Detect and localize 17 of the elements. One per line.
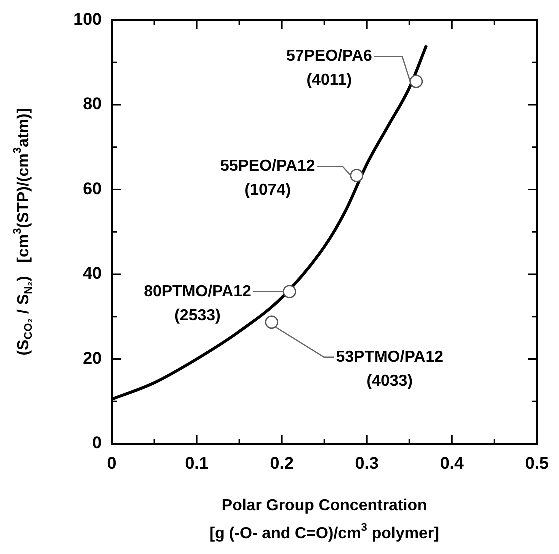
annotation: 57PEO/PA6 (4011) <box>286 48 373 90</box>
annotation: 53PTMO/PA12 (4033) <box>336 348 444 390</box>
x-tick-label: 0.3 <box>355 454 379 473</box>
x-tick-label: 0 <box>107 454 117 473</box>
annotation: 80PTMO/PA12 (2533) <box>144 283 252 324</box>
x-tick-label: 0.4 <box>440 454 465 473</box>
y-tick-label: 100 <box>74 10 102 29</box>
y-tick-label: 0 <box>92 434 102 453</box>
y-tick-label: 60 <box>83 179 102 198</box>
x-tick-label: 0.1 <box>185 454 209 473</box>
text: (SCO₂ / SN₂) [cm3(STP)/(cm3atm)] <box>12 108 36 356</box>
y-tick-label: 40 <box>83 264 102 284</box>
x-tick-label: 0.2 <box>270 454 294 473</box>
annotation: 55PEO/PA12 (1074) <box>220 158 316 200</box>
y-tick-label: 80 <box>83 94 102 114</box>
x-tick-label: 0.5 <box>525 454 550 473</box>
y-tick-label: 20 <box>83 348 102 368</box>
